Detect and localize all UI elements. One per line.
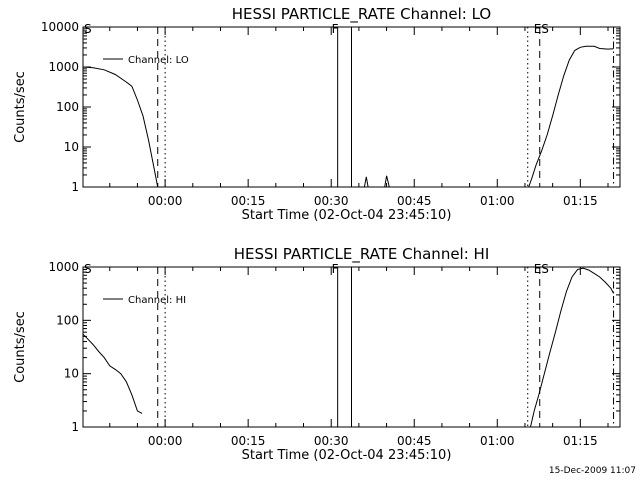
- event-label: F: [332, 262, 339, 276]
- panel-hi: HESSI PARTICLE_RATE Channel: HI 1 10 100 100…: [13, 245, 621, 463]
- event-label: ES: [534, 262, 549, 276]
- x-tick-label: 00:15: [231, 194, 266, 208]
- x-tick-label: 00:30: [314, 434, 349, 448]
- legend-label: Channel: HI: [128, 295, 186, 306]
- chart-title: HESSI PARTICLE_RATE Channel: HI: [234, 245, 490, 264]
- x-axis-label: Start Time (02-Oct-04 23:45:10): [242, 208, 452, 223]
- footer-timestamp: 15-Dec-2009 11:07: [549, 466, 636, 476]
- series-line: [384, 175, 390, 188]
- y-axis-label: Counts/sec: [13, 311, 28, 383]
- y-tick-label: 1: [71, 420, 79, 434]
- x-tick-label: 01:15: [563, 434, 598, 448]
- y-tick-label: 100: [56, 313, 79, 327]
- event-label: S: [84, 22, 92, 36]
- x-tick-label: 01:00: [480, 194, 515, 208]
- y-tick-label: 10: [64, 367, 79, 381]
- x-tick-label: 00:15: [231, 434, 266, 448]
- series-line: [528, 45, 614, 188]
- x-axis-label: Start Time (02-Oct-04 23:45:10): [242, 448, 452, 463]
- x-tick-label: 00:45: [397, 194, 432, 208]
- series-line: [82, 66, 159, 188]
- series-line: [363, 176, 369, 188]
- event-label: S: [84, 262, 92, 276]
- x-tick-label: 00:30: [314, 194, 349, 208]
- legend-label: Channel: LO: [128, 55, 189, 66]
- series-line: [530, 267, 614, 428]
- y-tick-label: 1: [71, 180, 79, 194]
- y-tick-label: 10000: [41, 20, 79, 34]
- x-tick-label: 01:00: [480, 434, 515, 448]
- y-tick-label: 1000: [48, 260, 79, 274]
- x-tick-label: 01:15: [563, 194, 598, 208]
- series-line: [82, 333, 143, 414]
- y-tick-label: 1000: [48, 60, 79, 74]
- y-tick-label: 100: [56, 100, 79, 114]
- y-tick-label: 10: [64, 140, 79, 154]
- panel-lo: HESSI PARTICLE_RATE Channel: LO 1 10 100 100…: [13, 5, 621, 223]
- y-axis-label: Counts/sec: [13, 71, 28, 143]
- event-label: ES: [534, 22, 549, 36]
- x-tick-label: 00:00: [148, 194, 183, 208]
- event-label: F: [332, 22, 339, 36]
- x-tick-label: 00:45: [397, 434, 432, 448]
- chart-title: HESSI PARTICLE_RATE Channel: LO: [232, 5, 491, 24]
- x-tick-label: 00:00: [148, 434, 183, 448]
